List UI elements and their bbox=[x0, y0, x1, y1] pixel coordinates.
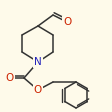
Text: O: O bbox=[6, 73, 14, 83]
Text: O: O bbox=[34, 85, 42, 95]
Text: O: O bbox=[63, 17, 71, 27]
Text: N: N bbox=[34, 57, 42, 67]
